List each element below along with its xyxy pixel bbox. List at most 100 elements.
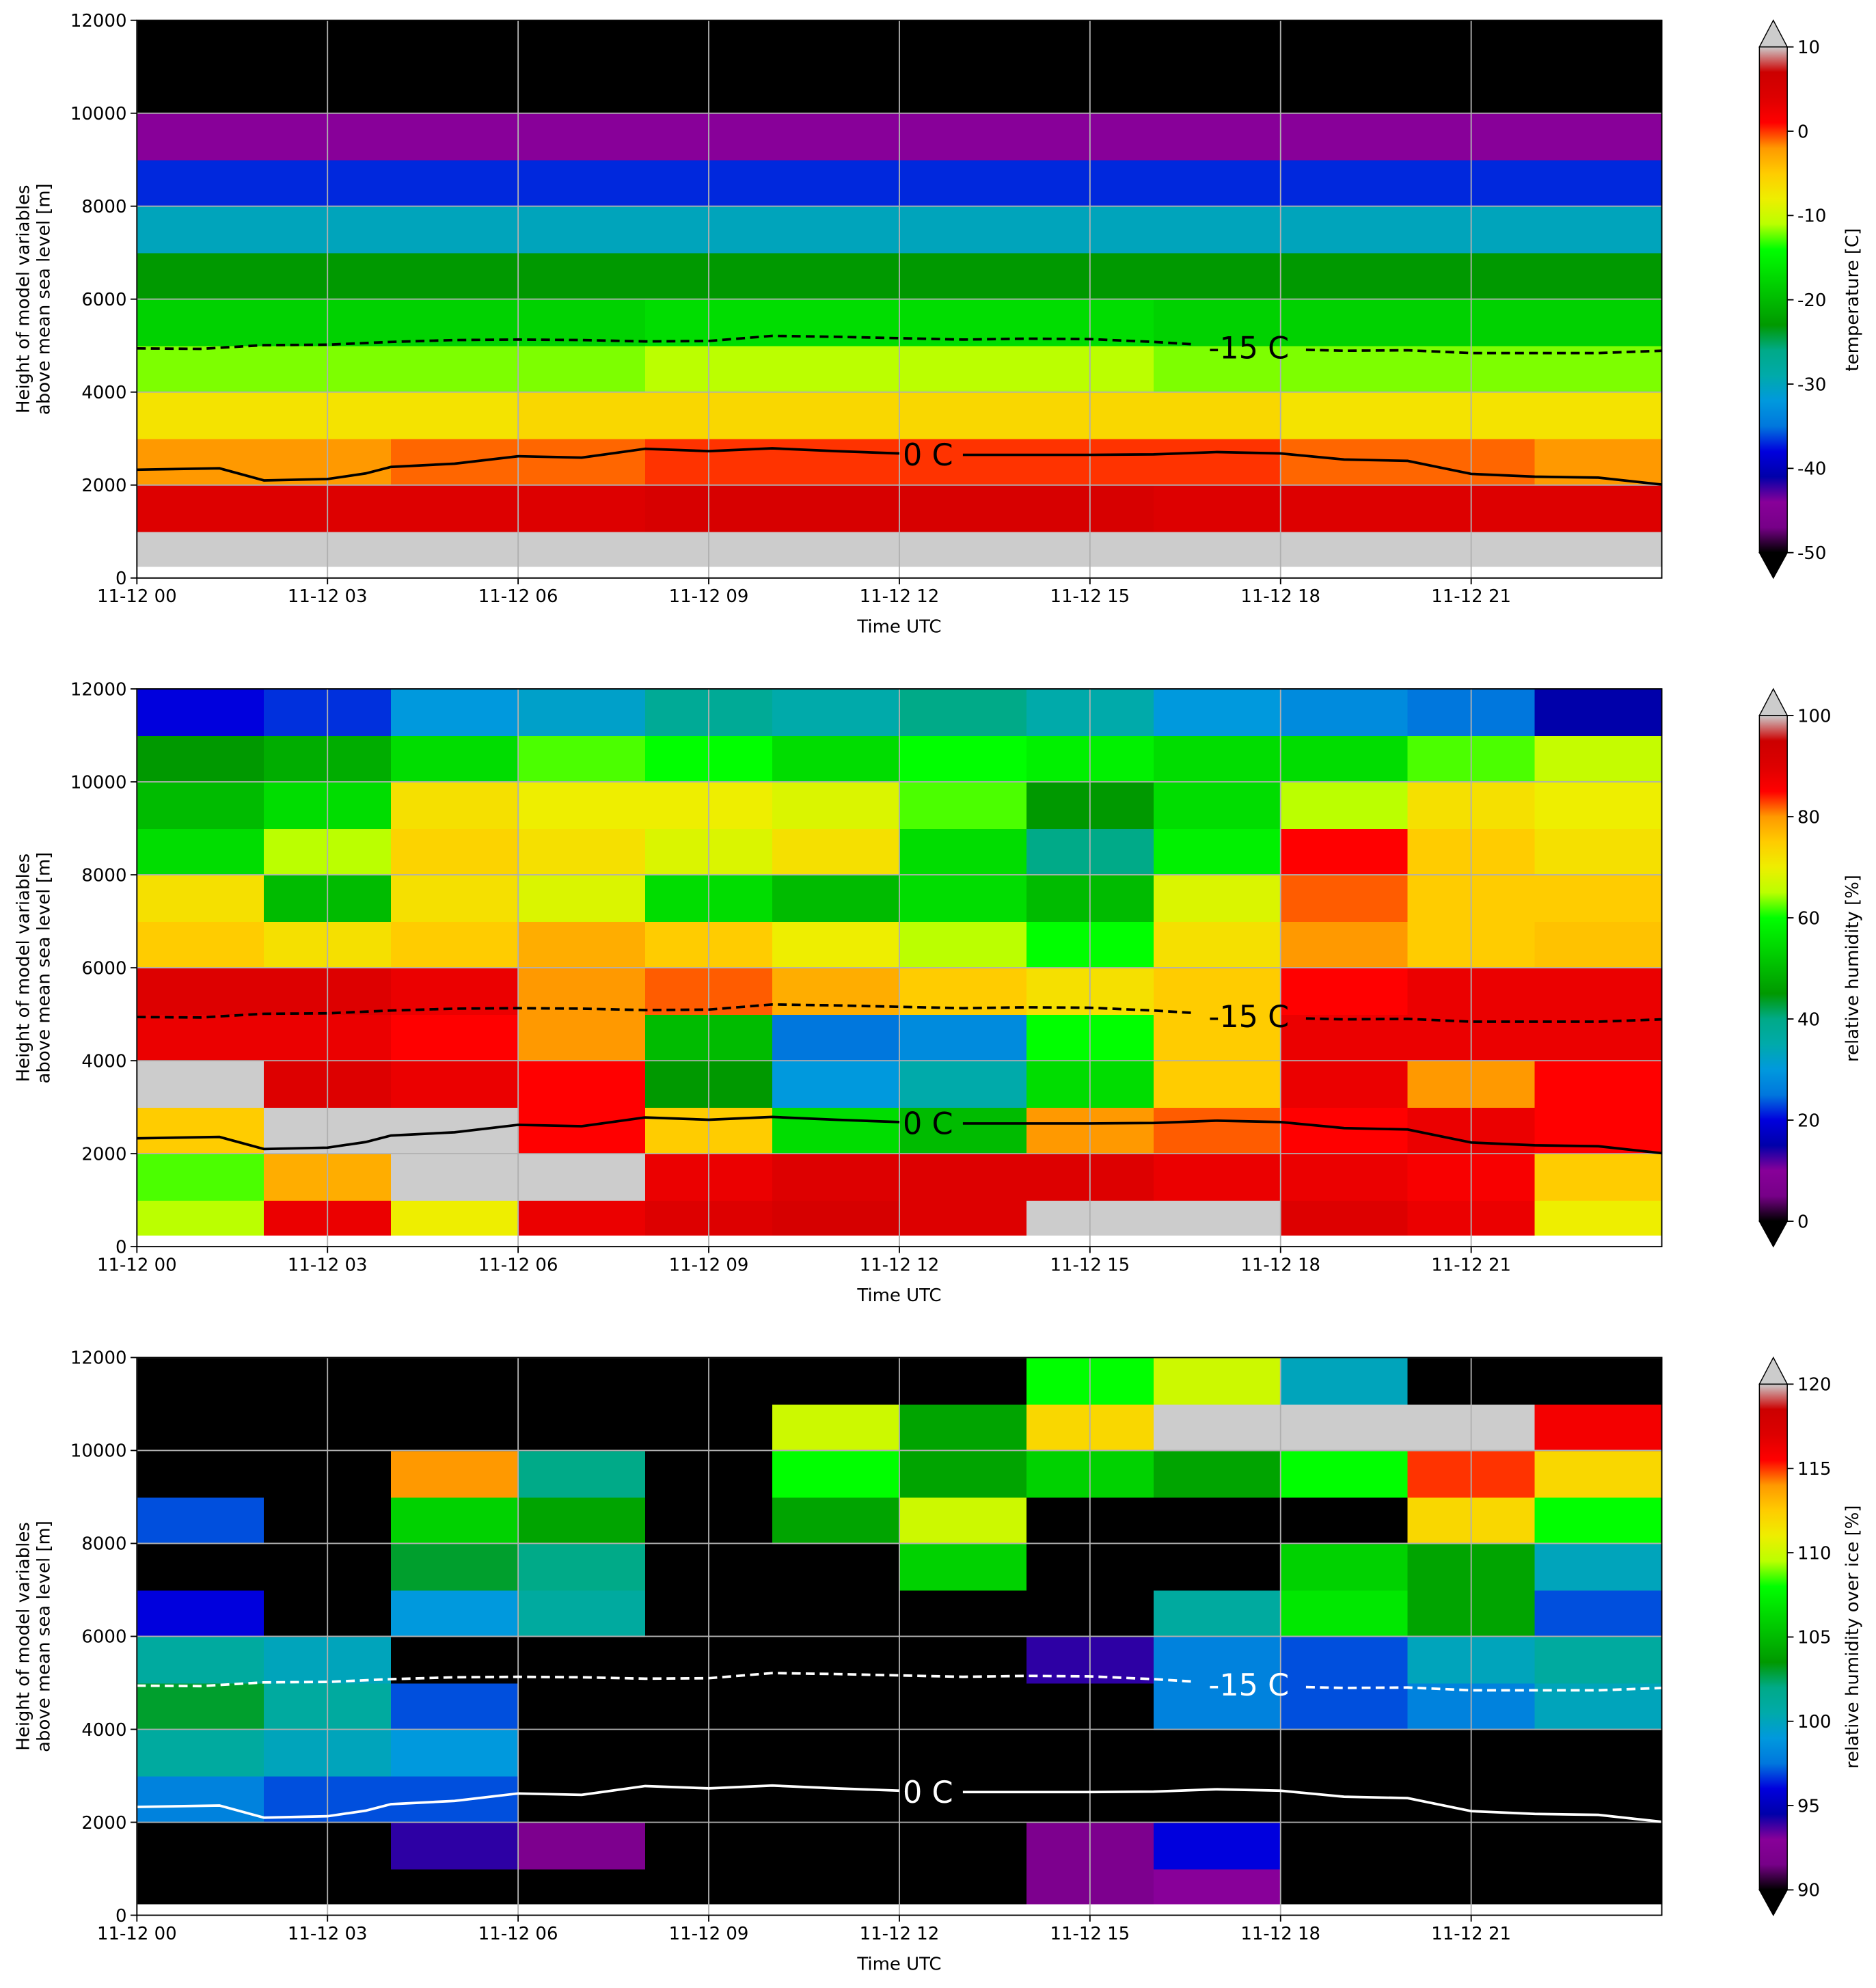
heatmap-cell xyxy=(1280,20,1409,68)
heatmap-cell xyxy=(899,113,1027,161)
heatmap-cell xyxy=(1280,1154,1409,1201)
heatmap-cell xyxy=(518,1200,646,1236)
heatmap-cell xyxy=(137,1868,265,1905)
y-axis-label: above mean sea level [m] xyxy=(33,1521,54,1752)
heatmap-cell xyxy=(1280,1014,1409,1062)
heatmap-cell xyxy=(1534,968,1663,1016)
heatmap-cell xyxy=(1534,735,1663,783)
heatmap-cell xyxy=(1534,20,1663,68)
heatmap-cell xyxy=(1534,1822,1663,1870)
heatmap-cell xyxy=(391,1450,519,1498)
y-tick-label: 0 xyxy=(115,1237,127,1257)
x-tick-label: 11-12 03 xyxy=(288,586,368,607)
y-tick-label: 0 xyxy=(115,569,127,589)
x-tick-label: 11-12 21 xyxy=(1431,1924,1511,1944)
heatmap-cell xyxy=(518,1729,646,1777)
heatmap-cell xyxy=(1534,875,1663,923)
heatmap-cell xyxy=(518,20,646,68)
heatmap-cell xyxy=(391,1543,519,1591)
x-tick-label: 11-12 18 xyxy=(1240,1255,1320,1275)
heatmap-cell xyxy=(391,1683,519,1730)
heatmap-cell xyxy=(1534,66,1663,114)
heatmap-cell xyxy=(137,1497,265,1544)
x-tick-label: 11-12 00 xyxy=(97,586,177,607)
heatmap-cell xyxy=(1280,968,1409,1016)
heatmap-cell xyxy=(1153,828,1281,876)
y-tick-label: 6000 xyxy=(81,1627,126,1648)
heatmap-cell xyxy=(391,782,519,830)
heatmap-cell xyxy=(391,531,519,567)
heatmap-cell xyxy=(899,1107,1027,1155)
heatmap-cell xyxy=(772,689,900,737)
heatmap-cell xyxy=(1534,1868,1663,1905)
heatmap-cell xyxy=(137,1729,265,1777)
heatmap-cell xyxy=(1153,968,1281,1016)
heatmap-cell xyxy=(137,735,265,783)
heatmap-cell xyxy=(518,1497,646,1544)
heatmap-cell xyxy=(391,875,519,923)
heatmap-cell xyxy=(899,1200,1027,1236)
heatmap-cell xyxy=(899,1450,1027,1498)
heatmap-cell xyxy=(772,113,900,161)
heatmap-cell xyxy=(137,1107,265,1155)
heatmap-cell xyxy=(1153,1868,1281,1905)
heatmap-cell xyxy=(772,1154,900,1201)
heatmap-cell xyxy=(1153,1543,1281,1591)
heatmap-cell xyxy=(1153,1775,1281,1823)
heatmap-cell xyxy=(899,531,1027,567)
axes-frame xyxy=(136,688,1663,1248)
heatmap-cell xyxy=(899,1775,1027,1823)
y-axis-label: Height of model variables xyxy=(14,854,34,1082)
heatmap-cell xyxy=(518,1014,646,1062)
heatmap-cell xyxy=(1534,531,1663,567)
colorbar-tick-label: 110 xyxy=(1797,1543,1832,1564)
heatmap-cell xyxy=(1153,921,1281,969)
heatmap-cell xyxy=(1280,392,1409,439)
heatmap-cell xyxy=(772,66,900,114)
heatmap-cell xyxy=(518,1868,646,1905)
heatmap-cell xyxy=(1280,1450,1409,1498)
heatmap-cell xyxy=(899,782,1027,830)
heatmap-cell xyxy=(1280,485,1409,532)
heatmap-cell xyxy=(518,299,646,346)
y-tick-label: 8000 xyxy=(81,865,126,886)
heatmap-cell xyxy=(391,1154,519,1201)
contour-label: -15 C xyxy=(1208,1668,1289,1703)
heatmap-cell xyxy=(1534,1061,1663,1108)
heatmap-cell xyxy=(137,1450,265,1498)
heatmap-cell xyxy=(518,159,646,207)
heatmap-cell xyxy=(137,968,265,1016)
heatmap-cell xyxy=(1280,1107,1409,1155)
heatmap-cell xyxy=(1153,531,1281,567)
heatmap-cell xyxy=(1280,113,1409,161)
heatmap-cell xyxy=(1153,1590,1281,1637)
heatmap-cell xyxy=(1280,206,1409,254)
heatmap-cell xyxy=(1153,392,1281,439)
heatmap-cell xyxy=(1280,1729,1409,1777)
heatmap-cell xyxy=(1280,66,1409,114)
axes-frame xyxy=(136,1357,1663,1916)
heatmap-cell xyxy=(391,1868,519,1905)
colorbar xyxy=(1759,46,1788,553)
heatmap-cell xyxy=(1280,1357,1409,1405)
heatmap-cell xyxy=(899,1683,1027,1730)
heatmap-cell xyxy=(391,1636,519,1684)
heatmap-cell xyxy=(1153,438,1281,486)
heatmap-cell xyxy=(1153,1497,1281,1544)
x-tick-label: 11-12 09 xyxy=(669,586,749,607)
heatmap-cell xyxy=(391,689,519,737)
heatmap-cell xyxy=(391,1404,519,1452)
heatmap-cell xyxy=(137,1543,265,1591)
heatmap-cell xyxy=(772,1200,900,1236)
heatmap-cell xyxy=(137,1822,265,1870)
colorbar-label: relative humidity [%] xyxy=(1843,875,1863,1062)
y-tick-label: 8000 xyxy=(81,1534,126,1555)
y-tick-label: 4000 xyxy=(81,1720,126,1741)
heatmap-cell xyxy=(1280,1590,1409,1637)
x-tick-label: 11-12 06 xyxy=(478,586,558,607)
heatmap-cell xyxy=(1280,921,1409,969)
heatmap-cell xyxy=(391,299,519,346)
heatmap-cell xyxy=(899,206,1027,254)
colorbar-tick-label: 10 xyxy=(1797,38,1820,58)
heatmap-cell xyxy=(772,206,900,254)
